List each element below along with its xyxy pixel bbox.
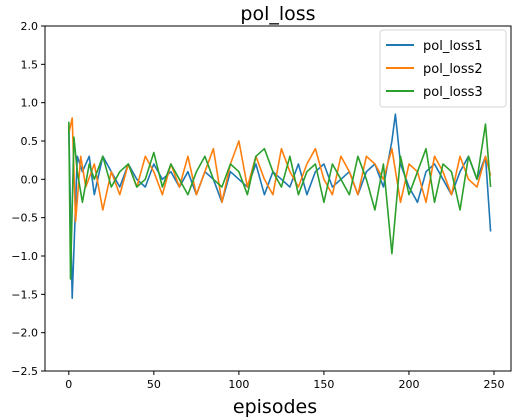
- y-tick-label: 1.5: [21, 58, 39, 71]
- y-tick-label: 0.5: [21, 135, 39, 148]
- legend-label: pol_loss1: [423, 39, 483, 54]
- x-tick-label: 50: [147, 378, 161, 391]
- axes-frame: [44, 25, 512, 372]
- legend-label: pol_loss2: [423, 62, 483, 77]
- x-axis-label: episodes: [233, 396, 317, 418]
- legend: pol_loss1 pol_loss2 pol_loss3: [379, 29, 507, 108]
- y-tick-label: 0.0: [21, 173, 39, 186]
- x-tick-label: 250: [483, 378, 504, 391]
- chart-title: pol_loss: [240, 3, 315, 25]
- series-line-2: [68, 117, 492, 223]
- legend-label: pol_loss3: [423, 85, 483, 100]
- y-tick-label: −0.5: [11, 212, 38, 225]
- y-tick-label: 2.0: [21, 20, 39, 33]
- y-tick-label: −1.5: [11, 288, 38, 301]
- x-tick-label: 0: [65, 378, 72, 391]
- y-axis: −2.5 −2.0 −1.5 −1.0 −0.5 0.0 0.5 1.0 1.5 2.0: [11, 20, 45, 378]
- series-line-1: [68, 113, 492, 300]
- x-tick-label: 150: [313, 378, 334, 391]
- y-tick-label: −2.5: [11, 365, 38, 378]
- y-tick-label: −1.0: [11, 250, 38, 263]
- x-tick-label: 200: [398, 378, 419, 391]
- legend-box: [379, 29, 507, 108]
- y-tick-label: −2.0: [11, 327, 38, 340]
- x-axis: 0 50 100 150 200 250: [65, 371, 504, 391]
- series-line-3: [68, 121, 492, 280]
- plot-area: [68, 113, 492, 300]
- y-tick-label: 1.0: [21, 97, 39, 110]
- x-tick-label: 100: [228, 378, 249, 391]
